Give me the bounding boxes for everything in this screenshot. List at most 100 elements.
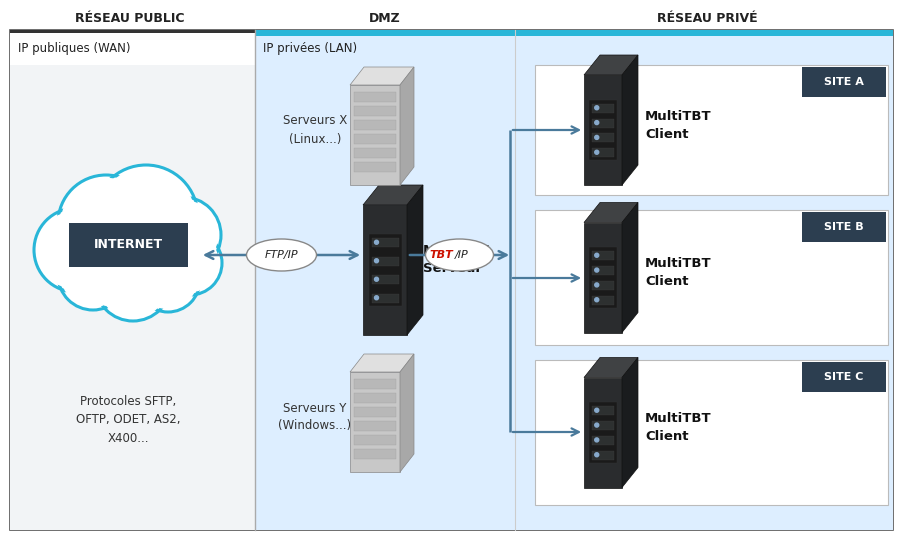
Circle shape (34, 208, 118, 292)
Bar (589, 100, 617, 160)
Polygon shape (584, 55, 638, 75)
Bar (354, 435, 396, 445)
Polygon shape (622, 55, 638, 185)
Bar (354, 449, 396, 459)
Circle shape (374, 259, 379, 263)
Bar (535, 210, 888, 345)
Polygon shape (350, 354, 414, 372)
Bar (350, 85, 400, 185)
Circle shape (61, 179, 150, 267)
Circle shape (595, 283, 598, 287)
Bar (584, 222, 622, 333)
Bar (354, 148, 396, 158)
Bar (592, 266, 614, 275)
Bar (589, 402, 617, 463)
Bar (354, 120, 396, 130)
Polygon shape (622, 202, 638, 333)
Circle shape (158, 231, 222, 295)
Bar (584, 75, 622, 185)
Polygon shape (407, 185, 423, 335)
Circle shape (595, 453, 598, 457)
Text: Serveurs X
(Linux...): Serveurs X (Linux...) (283, 114, 347, 145)
Circle shape (38, 212, 114, 288)
Circle shape (595, 150, 598, 154)
Text: IP privées (LAN): IP privées (LAN) (263, 42, 357, 55)
Circle shape (595, 120, 598, 125)
Bar (354, 407, 396, 417)
Circle shape (145, 197, 221, 273)
Polygon shape (584, 357, 638, 377)
Bar (592, 133, 614, 143)
Text: FTP/IP: FTP/IP (265, 250, 298, 260)
Bar (584, 377, 622, 488)
Text: Serveurs Y
(Windows...): Serveurs Y (Windows...) (278, 402, 352, 433)
Bar (592, 421, 614, 430)
Circle shape (97, 168, 194, 266)
Ellipse shape (426, 239, 493, 271)
Circle shape (140, 252, 196, 308)
Text: RÉSEAU PRIVÉ: RÉSEAU PRIVÉ (657, 11, 757, 24)
Text: SITE C: SITE C (824, 372, 864, 382)
Circle shape (374, 296, 379, 300)
Bar (354, 106, 396, 116)
Bar (363, 205, 407, 335)
Circle shape (95, 245, 171, 321)
Bar (592, 148, 614, 157)
Bar (372, 275, 399, 284)
Text: SITE A: SITE A (824, 77, 864, 87)
Circle shape (148, 200, 218, 269)
Bar (589, 247, 617, 308)
Circle shape (374, 240, 379, 244)
Circle shape (374, 277, 379, 281)
Circle shape (61, 244, 124, 307)
Bar (592, 296, 614, 305)
Circle shape (595, 106, 598, 110)
Polygon shape (622, 357, 638, 488)
Bar (592, 251, 614, 260)
Circle shape (595, 408, 598, 412)
Bar (255, 30, 893, 36)
Text: TBT: TBT (430, 250, 454, 260)
Bar (368, 234, 401, 306)
Bar (592, 104, 614, 113)
Bar (354, 162, 396, 172)
Circle shape (136, 248, 200, 312)
Bar (255, 30, 893, 65)
Bar (255, 65, 893, 530)
Circle shape (98, 248, 167, 318)
Text: MultiTBT
Serveur: MultiTBT Serveur (423, 245, 490, 275)
Bar (10, 30, 255, 33)
Bar (354, 134, 396, 144)
Text: MultiTBT
Client: MultiTBT Client (645, 110, 712, 140)
Circle shape (595, 268, 598, 272)
Circle shape (595, 438, 598, 442)
Bar (10, 65, 255, 530)
Circle shape (595, 253, 598, 257)
Bar (372, 238, 399, 247)
Bar (354, 379, 396, 389)
FancyBboxPatch shape (802, 362, 886, 392)
Polygon shape (400, 67, 414, 185)
Circle shape (595, 423, 598, 427)
Ellipse shape (247, 239, 317, 271)
FancyBboxPatch shape (68, 223, 187, 267)
Bar (535, 360, 888, 505)
Bar (592, 406, 614, 415)
Bar (592, 119, 614, 127)
Circle shape (161, 234, 219, 292)
Bar (372, 294, 399, 303)
Bar (354, 421, 396, 431)
Polygon shape (400, 354, 414, 472)
Circle shape (595, 136, 598, 139)
Circle shape (58, 175, 154, 271)
Bar (350, 372, 400, 472)
Text: Protocoles SFTP,
OFTP, ODET, AS2,
X400...: Protocoles SFTP, OFTP, ODET, AS2, X400..… (76, 395, 180, 446)
Bar (10, 33, 255, 65)
Bar (354, 92, 396, 102)
Text: IP publiques (WAN): IP publiques (WAN) (18, 42, 130, 55)
FancyBboxPatch shape (802, 212, 886, 242)
Polygon shape (584, 202, 638, 222)
Text: MultiTBT
Client: MultiTBT Client (645, 257, 712, 288)
Bar (535, 65, 888, 195)
Bar (592, 281, 614, 290)
